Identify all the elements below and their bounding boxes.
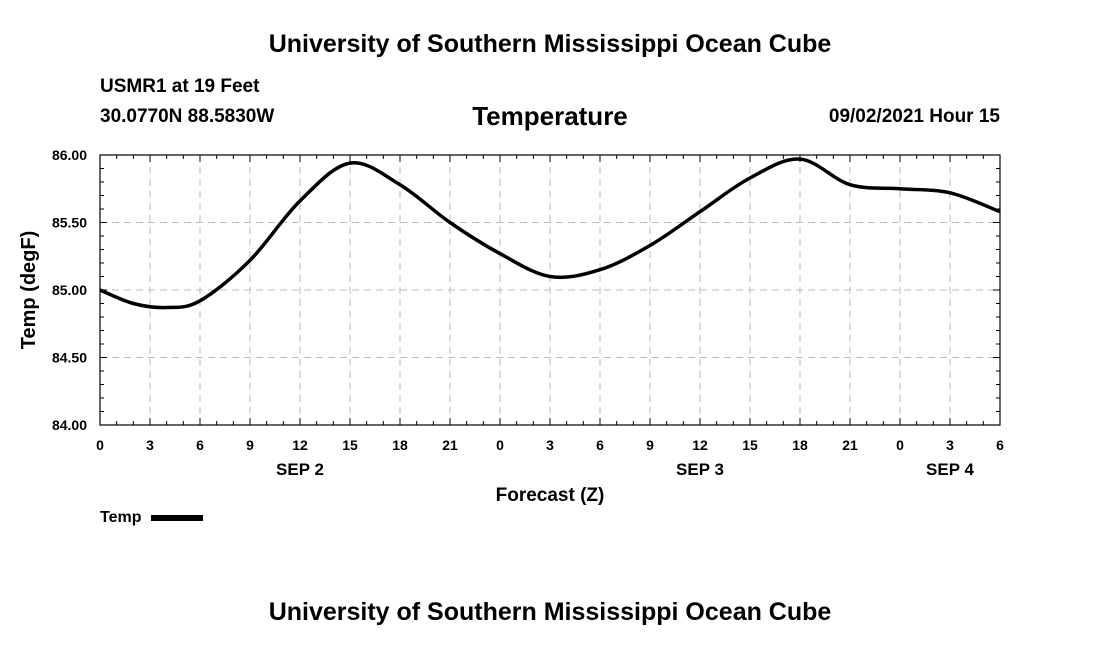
temp-series-line [99, 157, 1001, 310]
x-tick-label: 3 [146, 437, 154, 453]
day-label: SEP 4 [926, 460, 974, 479]
x-tick-label: 6 [996, 437, 1004, 453]
x-tick-label: 18 [792, 437, 808, 453]
y-tick-label: 86.00 [52, 147, 87, 163]
x-tick-label: 0 [896, 437, 904, 453]
station-label: USMR1 at 19 Feet [100, 76, 260, 97]
y-tick-label: 84.00 [52, 417, 87, 433]
datetime-label: 09/02/2021 Hour 15 [828, 106, 1000, 127]
x-tick-label: 6 [196, 437, 204, 453]
y-tick-label: 84.50 [52, 350, 87, 366]
top-title: University of Southern Mississippi Ocean… [268, 30, 832, 58]
x-tick-label: 12 [692, 437, 708, 453]
x-tick-label: 3 [546, 437, 554, 453]
x-tick-label: 21 [842, 437, 858, 453]
coordinates-label: 30.0770N 88.5830W [100, 106, 275, 127]
x-tick-label: 15 [342, 437, 358, 453]
y-tick-label: 85.00 [52, 282, 87, 298]
x-tick-label: 0 [496, 437, 504, 453]
y-axis-label: Temp (degF) [18, 231, 40, 350]
x-tick-label: 18 [392, 437, 408, 453]
y-tick-label: 85.50 [52, 215, 87, 231]
day-label: SEP 3 [676, 460, 724, 479]
legend-label: Temp [100, 509, 142, 526]
day-label: SEP 2 [276, 460, 324, 479]
x-tick-label: 15 [742, 437, 758, 453]
legend-swatch [151, 515, 204, 521]
x-tick-label: 12 [292, 437, 308, 453]
legend: Temp [100, 509, 204, 527]
x-tick-label: 21 [442, 437, 458, 453]
chart-title: Temperature [472, 101, 628, 131]
bottom-title: University of Southern Mississippi Ocean… [268, 598, 832, 626]
x-tick-label: 3 [946, 437, 954, 453]
x-tick-label: 0 [96, 437, 104, 453]
x-tick-label: 9 [646, 437, 654, 453]
x-tick-label: 6 [596, 437, 604, 453]
x-tick-label: 9 [246, 437, 254, 453]
x-axis-label: Forecast (Z) [496, 485, 605, 506]
